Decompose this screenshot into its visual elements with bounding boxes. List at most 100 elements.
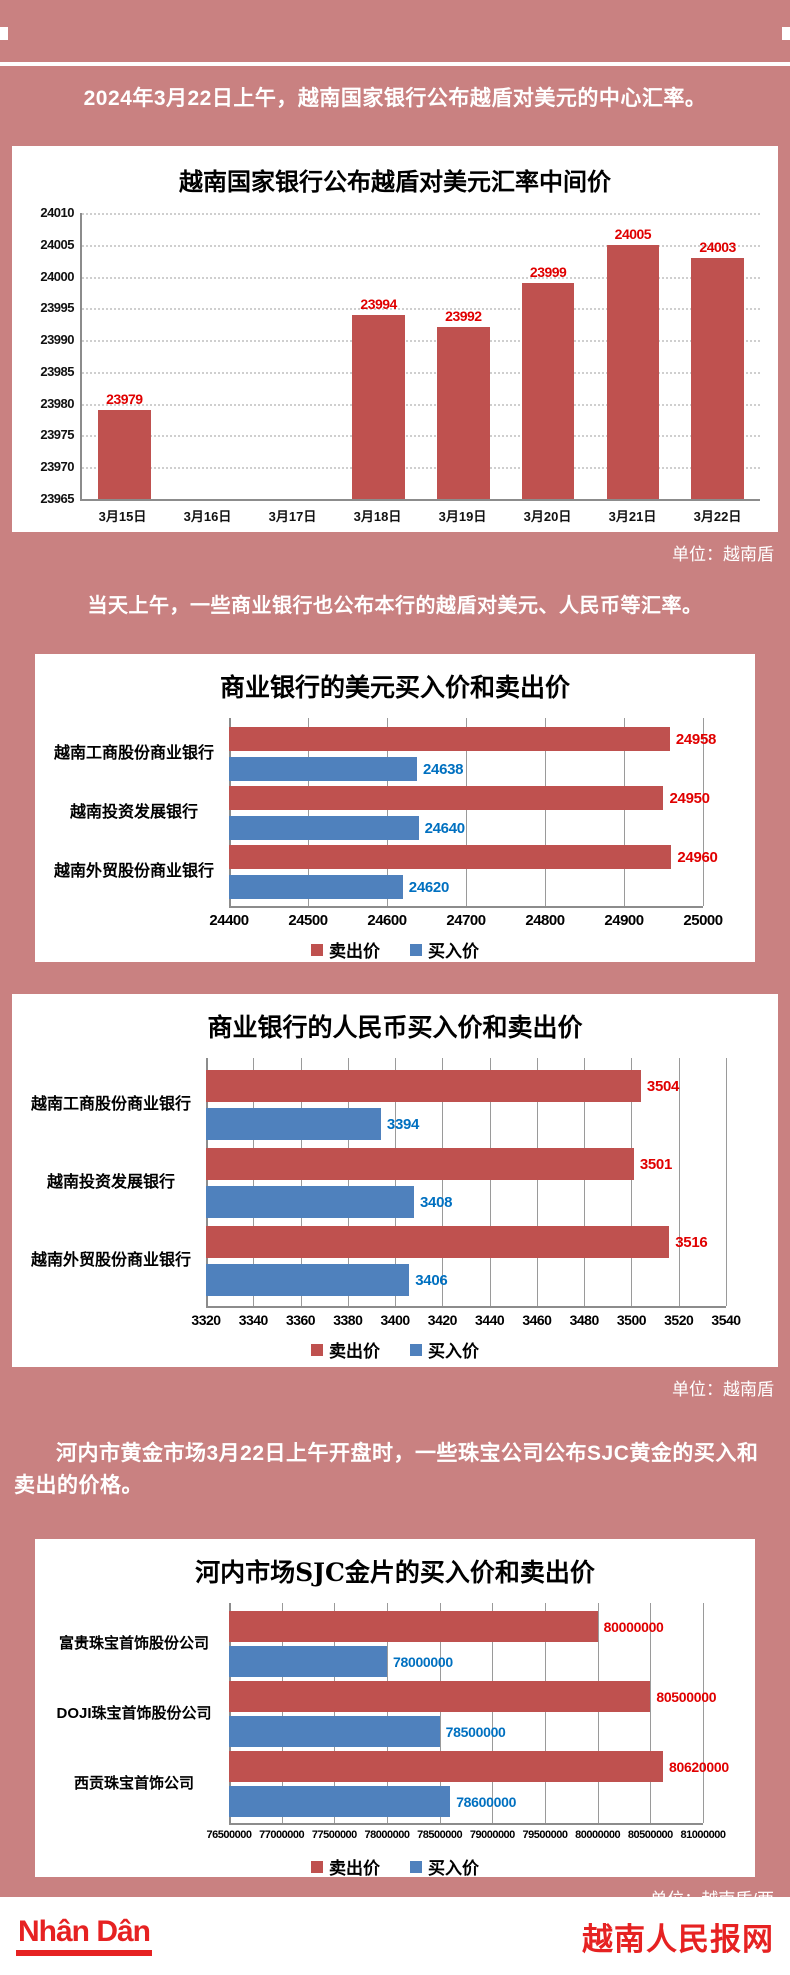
- gridline: [631, 1058, 633, 1306]
- value-label: 80000000: [603, 1618, 664, 1635]
- bank-row: 西贡珠宝首饰公司 80620000 78600000: [49, 1751, 741, 1817]
- y-axis-tick-label: 24010: [40, 205, 74, 220]
- rate-bar: [352, 314, 405, 499]
- bar-pair: 3501 3408: [206, 1148, 764, 1218]
- bar-pair: 24950 24640: [229, 786, 741, 840]
- y-axis-tick-label: 23965: [40, 491, 74, 506]
- gridline: [584, 1058, 586, 1306]
- legend-label: 买入价: [428, 1859, 479, 1877]
- chart-usd-rates: 商业银行的美元买入价和卖出价 越南工商股份商业银行 24958 24638 越南投资发…: [35, 654, 755, 962]
- sell-bar: [229, 1681, 651, 1712]
- rate-bar: [437, 327, 490, 499]
- bar-slot: 24003: [675, 213, 760, 499]
- category-label: 越南工商股份商业银行: [30, 1096, 191, 1114]
- x-axis-tick-label: 24700: [446, 912, 486, 929]
- plot-area: 富贵珠宝首饰股份公司 80000000 78000000 DOJI珠宝首饰股份公司 80…: [49, 1603, 741, 1877]
- chart-title: 商业银行的人民币买入价和卖出价: [207, 1013, 583, 1042]
- gridline: [544, 718, 546, 906]
- bar-pair: 24958 24638: [229, 727, 741, 781]
- legend-item-buy: 买入价: [410, 1854, 479, 1877]
- chart-central-rate: 越南国家银行公布越盾对美元汇率中间价 24010 24005 24000 23995 2…: [12, 146, 778, 532]
- x-axis-tick-label: 3460: [522, 1312, 552, 1328]
- x-axis-tick-label: 3480: [569, 1312, 600, 1328]
- buy-bar: [229, 1646, 387, 1677]
- plot-area: 越南工商股份商业银行 24958 24638 越南投资发展银行 24950 24640 越南…: [49, 718, 741, 962]
- gridline: [386, 718, 388, 906]
- gridline: [334, 1603, 336, 1823]
- x-axis-tick-label: 3月21日: [608, 509, 657, 524]
- sell-bar: [229, 845, 672, 869]
- chart-gold-prices: 河内市场SJC金片的买入价和卖出价 富贵珠宝首饰股份公司 80000000 7800…: [35, 1539, 755, 1877]
- grid-layer: [206, 1058, 727, 1308]
- bar-rows: 越南工商股份商业银行 24958 24638 越南投资发展银行 24950 24640 越南…: [49, 718, 741, 908]
- buy-bar: [229, 757, 418, 781]
- bar-rows: 越南工商股份商业银行 3504 3394 越南投资发展银行 3501 3408 越南外贸股份…: [26, 1058, 764, 1308]
- sell-bar-line: 80500000: [229, 1681, 741, 1712]
- bar-slot: 23994: [336, 213, 421, 499]
- y-axis-tick-label: 23990: [40, 332, 74, 348]
- buy-bar: [229, 1716, 440, 1747]
- buy-bar: [229, 1786, 451, 1817]
- chart-title: 越南国家银行公布越盾对美元汇率中间价: [179, 167, 611, 196]
- value-label: 23979: [106, 391, 143, 408]
- gridline: [624, 718, 625, 906]
- x-axis-tick-label: 79000000: [469, 1829, 515, 1841]
- x-axis-tick-label: 25000: [683, 912, 723, 929]
- legend-item-sell: 卖出价: [311, 1337, 380, 1362]
- footer: Nhân Dân 越南人民报网: [0, 1897, 790, 1975]
- legend-item-buy: 买入价: [410, 937, 479, 962]
- rate-bar: [521, 282, 575, 499]
- legend-label: 卖出价: [329, 1342, 380, 1361]
- gridline: [492, 1603, 494, 1823]
- y-axis-tick-label: 24005: [40, 236, 74, 252]
- legend-label: 买入价: [428, 1342, 479, 1361]
- x-axis-tick-label: 3340: [238, 1312, 269, 1328]
- category-label: 越南外贸股份商业银行: [30, 1252, 191, 1270]
- legend-item-sell: 卖出价: [311, 1854, 380, 1877]
- buy-bar-line: 78000000: [229, 1646, 741, 1677]
- grid-layer: [229, 1603, 704, 1825]
- bank-row: 越南投资发展银行 3501 3408: [26, 1148, 764, 1218]
- legend-item-buy: 买入价: [410, 1337, 479, 1362]
- x-axis-tick-label: 3月15日: [98, 509, 147, 524]
- plot-grid-area: 越南工商股份商业银行 24958 24638 越南投资发展银行 24950 24640 越南…: [49, 718, 741, 908]
- value-label: 23994: [360, 295, 397, 312]
- gridline: [82, 371, 760, 374]
- gridline: [82, 213, 760, 215]
- x-axis-tick-label: 78500000: [417, 1829, 463, 1841]
- bar-slot: 23992: [421, 213, 506, 499]
- plot-area: 越南工商股份商业银行 3504 3394 越南投资发展银行 3501 3408 越南外贸股份…: [26, 1058, 764, 1362]
- buy-bar: [206, 1264, 410, 1296]
- category-label: 富贵珠宝首饰股份公司: [58, 1635, 209, 1652]
- legend: 卖出价 买入价: [49, 1854, 741, 1877]
- buy-bar-line: 24638: [229, 757, 741, 781]
- legend-item-sell: 卖出价: [311, 937, 380, 962]
- sell-swatch-icon: [311, 943, 323, 956]
- intro-paragraph-2: 当天上午，一些商业银行也公布本行的越盾对美元、人民币等汇率。: [87, 595, 703, 617]
- buy-bar: [206, 1108, 381, 1140]
- buy-swatch-icon: [410, 943, 422, 956]
- category-label: 越南工商股份商业银行: [53, 745, 214, 763]
- sell-bar: [229, 1611, 598, 1642]
- chart-cny-rates: 商业银行的人民币买入价和卖出价 越南工商股份商业银行 3504 3394 越南投资发展…: [12, 994, 778, 1367]
- x-axis-tick-label: 3月18日: [353, 509, 402, 524]
- x-axis-tick-label: 3月19日: [438, 509, 487, 524]
- gridline: [229, 1603, 231, 1823]
- corner-mark-left: [0, 27, 8, 40]
- gridline: [307, 718, 309, 906]
- value-label: 24620: [408, 878, 450, 896]
- x-axis-tick-label: 24900: [604, 912, 644, 929]
- plot-grid-area: 富贵珠宝首饰股份公司 80000000 78000000 DOJI珠宝首饰股份公司 80…: [49, 1603, 741, 1825]
- buy-swatch-icon: [410, 1343, 422, 1356]
- x-axis-tick-label: 3400: [380, 1312, 411, 1328]
- gridline: [82, 308, 760, 311]
- y-axis-tick-label: 23975: [40, 427, 74, 443]
- value-label: 24005: [614, 225, 652, 242]
- value-label: 3406: [415, 1271, 448, 1289]
- chart-title: 河内市场SJC金片的买入价和卖出价: [195, 1558, 595, 1587]
- site-name: 越南人民报网: [582, 1921, 774, 1957]
- gridline: [206, 1058, 208, 1306]
- category-label: 西贡珠宝首饰公司: [73, 1775, 194, 1792]
- plot-grid-area: 越南工商股份商业银行 3504 3394 越南投资发展银行 3501 3408 越南外贸股份…: [26, 1058, 764, 1308]
